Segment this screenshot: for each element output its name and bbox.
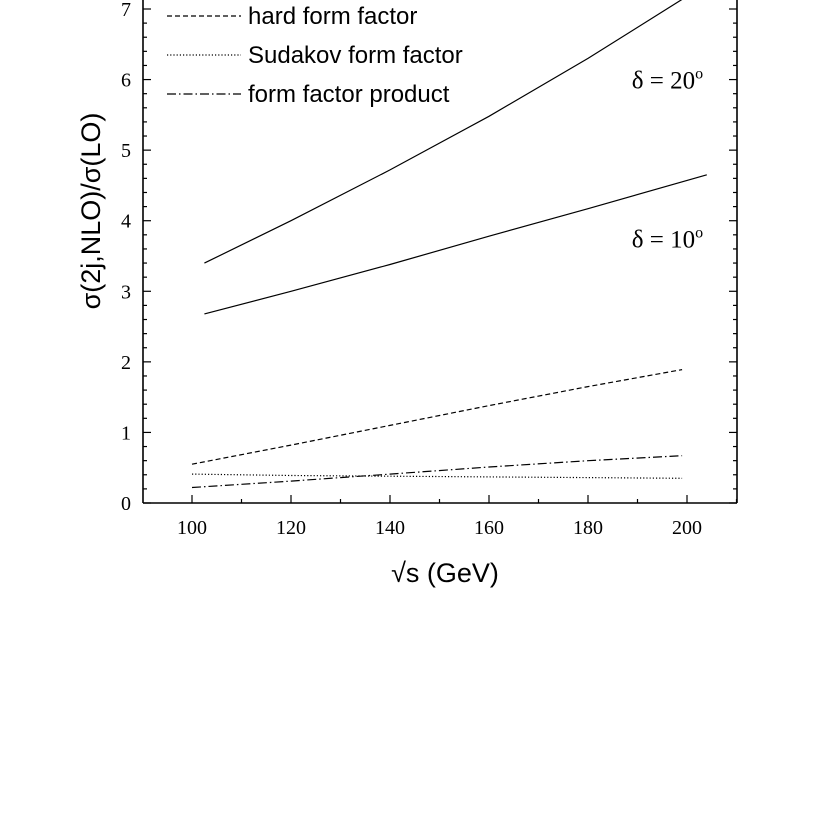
x-tick-label: 200	[672, 517, 702, 539]
y-tick-label: 2	[121, 352, 131, 374]
x-tick-label: 140	[375, 517, 405, 539]
y-tick-label: 0	[121, 493, 131, 515]
series-line-solid-1	[204, 174, 707, 315]
y-tick-label: 7	[121, 0, 131, 21]
legend-label: form factor product	[248, 81, 450, 108]
series-line-Sudakov-form-factor	[191, 473, 683, 479]
x-tick-label: 120	[276, 517, 306, 539]
y-tick-label: 6	[121, 70, 131, 92]
legend-label: Sudakov form factor	[248, 42, 463, 69]
y-tick-label: 3	[121, 281, 131, 303]
annotations: δ = 20o δ = 10o	[632, 66, 703, 254]
y-axis-title: σ(2j,NLO)/σ(LO)	[76, 113, 106, 310]
x-axis-title: √s (GeV)	[391, 558, 499, 588]
series-line-hard-form-factor	[191, 369, 683, 465]
x-tick-label: 180	[573, 517, 603, 539]
series-layer	[191, 0, 707, 489]
y-tick-label: 4	[121, 211, 131, 233]
axis-ticks: 100 120 140 160 180 200 0 1 2 3 4 5 6 7	[121, 0, 738, 539]
series-line-form-factor-product	[191, 455, 683, 489]
x-tick-label: 100	[177, 517, 207, 539]
delta-annotation: δ = 10o	[632, 224, 703, 253]
legend-label: hard form factor	[248, 3, 417, 30]
x-tick-label: 160	[474, 517, 504, 539]
y-tick-label: 1	[121, 422, 131, 444]
series-line-solid-0	[204, 0, 683, 264]
y-tick-label: 5	[121, 140, 131, 162]
delta-annotation: δ = 20o	[632, 66, 703, 95]
legend: hard form factor Sudakov form factor form …	[167, 3, 463, 108]
